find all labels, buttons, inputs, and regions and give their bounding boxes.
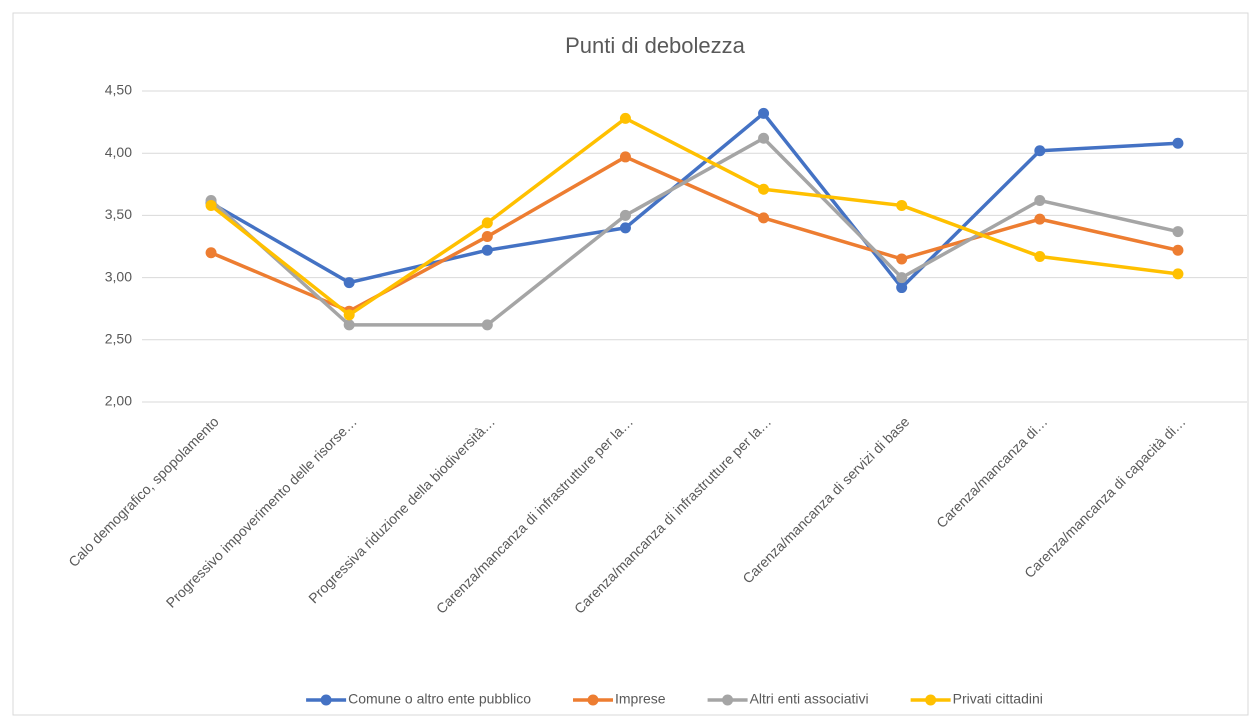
- series-line: [209, 116, 1179, 317]
- legend-marker: [722, 694, 734, 706]
- legend-item: Altri enti associativi: [707, 691, 869, 707]
- data-point: [896, 272, 908, 284]
- data-point: [1034, 145, 1046, 157]
- legend-label: Imprese: [615, 691, 666, 707]
- legend-marker: [587, 694, 599, 706]
- legend-label: Altri enti associativi: [750, 691, 869, 707]
- data-point: [1034, 250, 1046, 262]
- y-tick-label: 2,00: [105, 393, 132, 409]
- data-point: [481, 231, 493, 243]
- data-point: [896, 282, 908, 294]
- data-point: [1172, 137, 1184, 149]
- data-point: [619, 222, 631, 234]
- data-point: [758, 107, 770, 119]
- legend-label: Comune o altro ente pubblico: [348, 691, 531, 707]
- data-point: [481, 319, 493, 331]
- data-point: [343, 319, 355, 331]
- legend-item: Privati cittadini: [910, 691, 1043, 707]
- data-point: [481, 244, 493, 256]
- y-tick-label: 4,50: [105, 82, 132, 98]
- data-point: [1172, 268, 1184, 280]
- legend-label: Privati cittadini: [953, 691, 1043, 707]
- data-point: [205, 247, 217, 259]
- y-tick-label: 4,00: [105, 144, 132, 160]
- data-point: [619, 112, 631, 124]
- data-point: [1034, 194, 1046, 206]
- data-point: [896, 253, 908, 265]
- y-tick-label: 2,50: [105, 331, 132, 347]
- data-point: [758, 212, 770, 224]
- data-point: [481, 217, 493, 229]
- data-point: [343, 309, 355, 321]
- series-line: [210, 111, 1179, 290]
- data-point: [1172, 226, 1184, 238]
- data-point: [896, 199, 908, 211]
- y-tick-label: 3,50: [105, 206, 132, 222]
- data-point: [343, 277, 355, 289]
- data-point: [758, 132, 770, 144]
- legend-marker: [320, 694, 332, 706]
- data-point: [205, 199, 217, 211]
- data-point: [1172, 244, 1184, 256]
- legend-item: Imprese: [573, 691, 666, 707]
- chart-title: Punti di debolezza: [565, 33, 746, 58]
- data-point: [619, 209, 631, 221]
- legend-item: Comune o altro ente pubblico: [306, 691, 531, 707]
- y-tick-label: 3,00: [105, 268, 132, 284]
- data-point: [1034, 213, 1046, 225]
- series-line: [209, 136, 1179, 327]
- data-point: [619, 151, 631, 163]
- legend-marker: [925, 694, 937, 706]
- chart-frame: [12, 12, 1249, 716]
- data-point: [758, 183, 770, 195]
